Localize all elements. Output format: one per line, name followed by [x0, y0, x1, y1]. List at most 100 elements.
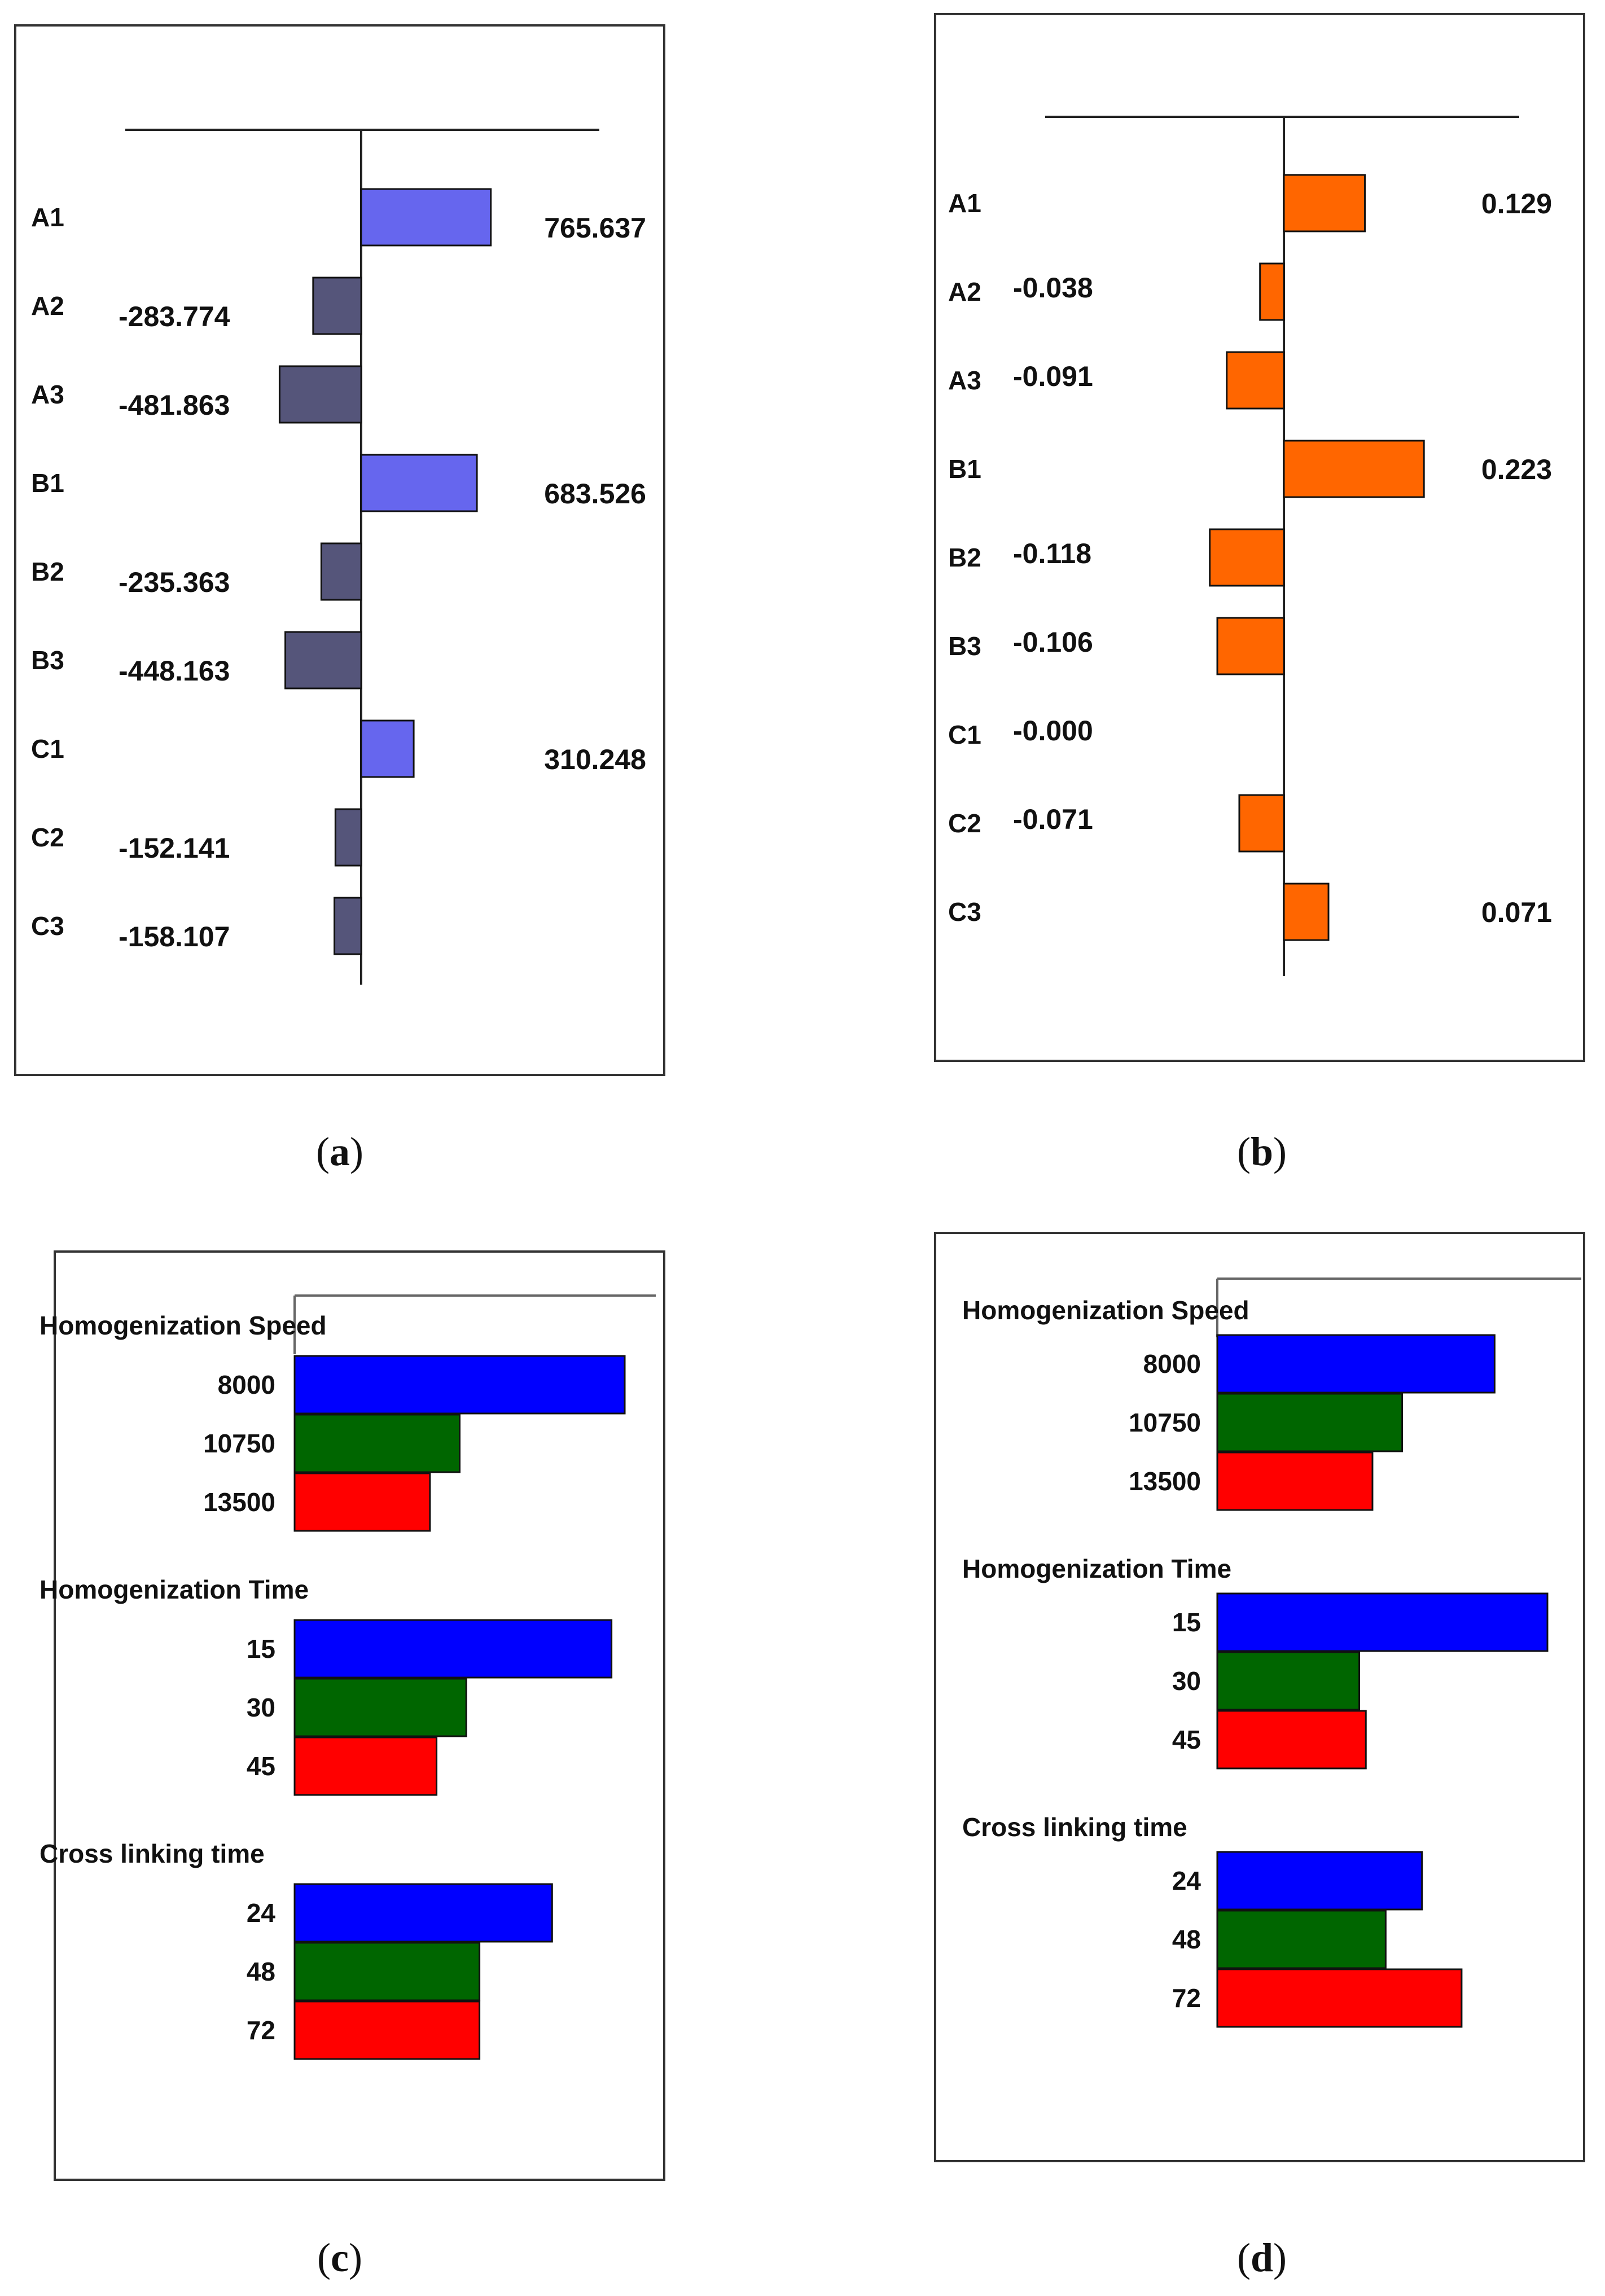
bar-1-15: [293, 1619, 613, 1679]
level-label-13500: 13500: [1129, 1467, 1201, 1496]
bar-2-48: [293, 1942, 481, 2001]
bar-0-13500: [293, 1472, 431, 1532]
category-label-c3: C3: [31, 911, 64, 941]
value-label-a3: -0.091: [1013, 361, 1093, 392]
bar-2-48: [1216, 1909, 1387, 1969]
bar-b1: [360, 454, 478, 512]
panel-c: Homogenization Speed 8000 10750 13500 Homoge…: [40, 1250, 665, 2280]
group-label-1: Homogenization Time: [962, 1554, 1231, 1583]
category-label-a2: A2: [948, 277, 981, 306]
bar-0-10750: [293, 1413, 461, 1473]
category-label-a1: A1: [948, 188, 981, 218]
value-label-c3: 0.071: [1481, 897, 1552, 928]
bar-c3: [1283, 883, 1330, 941]
value-label-b2: -235.363: [119, 567, 230, 598]
level-label-15: 15: [1172, 1608, 1201, 1637]
category-label-b2: B2: [948, 543, 981, 572]
value-label-c2: -0.071: [1013, 804, 1093, 835]
level-label-15: 15: [247, 1634, 275, 1663]
bar-b3: [284, 631, 362, 690]
panel-b-subtitle: (b): [1237, 1129, 1287, 1174]
category-label-c2: C2: [31, 823, 64, 852]
bar-1-45: [1216, 1710, 1367, 1770]
value-label-b2: -0.118: [1013, 538, 1091, 569]
category-label-b2: B2: [31, 557, 64, 586]
bar-1-45: [293, 1736, 438, 1796]
level-label-10750: 10750: [1129, 1408, 1201, 1437]
bar-0-13500: [1216, 1451, 1374, 1511]
category-label-c1: C1: [31, 734, 64, 763]
bar-0-8000: [293, 1355, 626, 1415]
level-label-8000: 8000: [218, 1370, 275, 1399]
level-label-10750: 10750: [203, 1429, 275, 1458]
category-label-a3: A3: [31, 380, 64, 409]
bar-a2: [1259, 262, 1285, 321]
bar-a1: [360, 188, 492, 247]
panel-a: A1 765.637 A2 -283.774 A3 -481.863 B1 683.526 B2…: [14, 24, 665, 1174]
bar-2-72: [293, 2000, 481, 2060]
panel-a-subtitle: (a): [316, 1129, 363, 1174]
bar-1-30: [293, 1678, 467, 1737]
panel-c-subtitle: (c): [317, 2235, 362, 2280]
bar-c1: [360, 719, 415, 778]
category-label-c1: C1: [948, 720, 981, 749]
category-label-a2: A2: [31, 291, 64, 321]
level-label-45: 45: [1172, 1725, 1201, 1754]
value-label-a2: -0.038: [1013, 272, 1093, 304]
value-label-b3: -0.106: [1013, 626, 1093, 658]
category-label-a1: A1: [31, 203, 64, 232]
value-label-b1: 0.223: [1481, 454, 1552, 485]
bar-a3: [1226, 351, 1285, 410]
value-label-c1: 310.248: [544, 744, 646, 775]
group-label-0: Homogenization Speed: [40, 1311, 327, 1340]
category-label-b1: B1: [948, 454, 981, 484]
category-label-b1: B1: [31, 468, 64, 498]
group-label-2: Cross linking time: [962, 1812, 1187, 1842]
panel-d-subtitle: (d): [1237, 2235, 1287, 2280]
group-label-1: Homogenization Time: [40, 1575, 309, 1604]
level-label-30: 30: [1172, 1666, 1201, 1696]
category-label-a3: A3: [948, 366, 981, 395]
bar-2-72: [1216, 1968, 1463, 2028]
bar-2-24: [1216, 1851, 1423, 1911]
bar-a2: [312, 276, 362, 335]
bar-1-30: [1216, 1651, 1361, 1711]
bar-b2: [1209, 528, 1285, 587]
panel-b: A1 0.129 A2 -0.038 A3 -0.091 B1 0.223 B2 -0.118 B3…: [934, 13, 1585, 1174]
level-label-45: 45: [247, 1751, 275, 1781]
value-label-a2: -283.774: [119, 301, 230, 332]
category-label-b3: B3: [948, 631, 981, 661]
bar-c3: [334, 897, 362, 955]
value-label-a3: -481.863: [119, 389, 230, 421]
category-label-b3: B3: [31, 646, 64, 675]
category-label-c3: C3: [948, 897, 981, 927]
level-label-72: 72: [1172, 1983, 1201, 2013]
bar-a3: [278, 365, 362, 424]
value-label-b3: -448.163: [119, 655, 230, 687]
bar-b2: [320, 542, 362, 601]
value-label-a1: 0.129: [1481, 188, 1552, 219]
group-label-0: Homogenization Speed: [962, 1296, 1249, 1325]
level-label-48: 48: [1172, 1925, 1201, 1954]
level-label-24: 24: [247, 1898, 276, 1928]
value-label-c1: -0.000: [1013, 715, 1093, 747]
level-label-48: 48: [247, 1957, 275, 1986]
bar-1-15: [1216, 1592, 1549, 1652]
value-label-c3: -158.107: [119, 921, 230, 952]
bar-0-8000: [1216, 1334, 1496, 1394]
bar-b3: [1216, 617, 1285, 675]
bar-a1: [1283, 174, 1366, 232]
bar-c2: [334, 808, 362, 867]
value-label-c2: -152.141: [119, 832, 230, 864]
bar-c2: [1238, 794, 1285, 853]
value-label-b1: 683.526: [544, 478, 646, 510]
level-label-30: 30: [247, 1693, 275, 1722]
panel-d: Homogenization Speed 8000 10750 13500 Homoge…: [934, 1232, 1585, 2280]
group-label-2: Cross linking time: [40, 1839, 265, 1868]
value-label-a1: 765.637: [544, 212, 646, 244]
category-label-c2: C2: [948, 809, 981, 838]
level-label-13500: 13500: [203, 1487, 275, 1517]
bar-2-24: [293, 1883, 553, 1943]
level-label-8000: 8000: [1143, 1349, 1201, 1379]
